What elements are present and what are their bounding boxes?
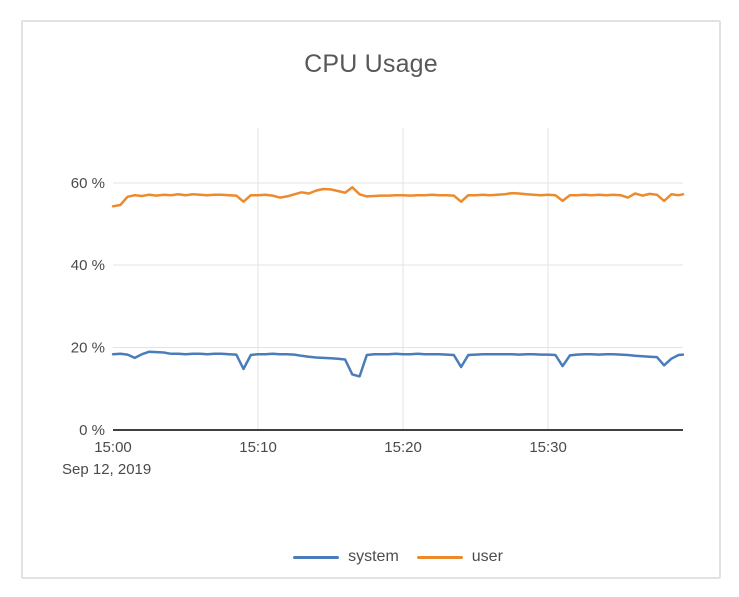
legend-swatch-system (293, 555, 340, 559)
x-tick-label: 15:00 (94, 439, 132, 456)
legend-label-user: user (471, 548, 503, 565)
y-tick-label: 40 % (71, 257, 105, 274)
legend-item-system[interactable]: system (293, 548, 399, 566)
y-tick-label: 0 % (79, 422, 105, 439)
series-line-user[interactable] (111, 186, 685, 208)
x-tick-label: 15:20 (384, 439, 422, 456)
y-tick-label: 20 % (71, 340, 105, 357)
chart-legend: system user (113, 548, 683, 566)
legend-swatch-user (416, 555, 463, 559)
x-tick-label: 15:30 (529, 439, 567, 456)
chart-card (21, 20, 721, 579)
series-line-system[interactable] (111, 350, 685, 378)
legend-item-user[interactable]: user (416, 548, 503, 566)
x-tick-label: 15:10 (239, 439, 277, 456)
legend-label-system: system (348, 548, 399, 565)
y-tick-label: 60 % (71, 175, 105, 192)
chart-title: CPU Usage (304, 50, 438, 78)
date-label: Sep 12, 2019 (62, 461, 152, 478)
